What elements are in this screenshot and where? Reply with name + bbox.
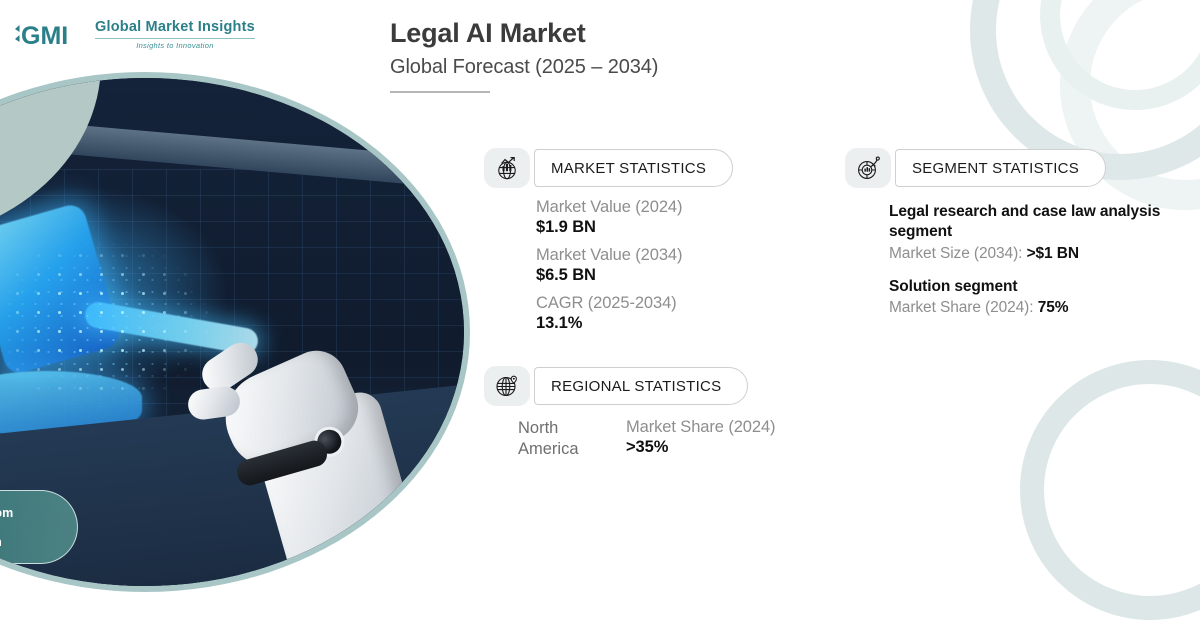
segment-statistics-panel: SEGMENT STATISTICS Legal research and ca… [845, 148, 1200, 317]
decorative-ring-bottom-right [1020, 360, 1200, 620]
contact-badge[interactable]: sales@gminsights.com www.gminsights.com [0, 490, 78, 564]
gmi-logo-mark: GMI [12, 21, 88, 49]
segment-metric: Market Size (2034): >$1 BN [889, 245, 1200, 263]
title-underline-rule [390, 91, 490, 93]
region-name: North America [518, 419, 579, 458]
regional-statistics-label: REGIONAL STATISTICS [534, 367, 749, 405]
stat-label: Market Value (2024) [536, 198, 683, 216]
segment-name: Solution segment [889, 277, 1018, 295]
market-statistics-panel: MARKET STATISTICS Market Value (2024) $1… [484, 148, 734, 333]
segment-metric-value: 75% [1037, 299, 1069, 317]
contact-website-row[interactable]: www.gminsights.com [0, 530, 77, 553]
segment-statistics-header: SEGMENT STATISTICS [845, 148, 1200, 188]
stat-label: CAGR (2025-2034) [536, 294, 677, 312]
page-title: Legal AI Market [390, 18, 586, 48]
brand-logo[interactable]: GMI Global Market Insights Insights to I… [12, 20, 255, 49]
globe-pin-icon [484, 366, 530, 406]
stat-value: 13.1% [536, 314, 583, 332]
segment-metric-label: Market Size (2034): [889, 244, 1023, 262]
stat-value: >35% [626, 438, 669, 456]
market-statistics-body: Market Value (2024) $1.9 BN Market Value… [484, 198, 733, 333]
segment-metric-value: >$1 BN [1026, 244, 1079, 262]
svg-text:GMI: GMI [21, 22, 68, 49]
segment-metric-label: Market Share (2024): [889, 299, 1034, 317]
segment-statistics-label: SEGMENT STATISTICS [895, 149, 1107, 187]
brand-wordmark: Global Market Insights Insights to Innov… [95, 20, 255, 49]
regional-statistics-body: North America Market Share (2024) >35% [484, 418, 776, 459]
page-subtitle: Global Forecast (2025 – 2034) [390, 56, 659, 78]
pie-target-arrow-icon [845, 148, 891, 188]
region-stat: Market Share (2024) >35% [626, 418, 776, 459]
segment-metric: Market Share (2024): 75% [889, 299, 1200, 317]
contact-website-text: www.gminsights.com [0, 535, 2, 549]
stat-block: Market Value (2034) $6.5 BN [536, 246, 733, 285]
globe-chart-icon [484, 148, 530, 188]
stat-block: Market Value (2024) $1.9 BN [536, 198, 733, 237]
stat-value: $1.9 BN [536, 218, 596, 236]
brand-name: Global Market Insights [95, 20, 255, 39]
market-statistics-label: MARKET STATISTICS [534, 149, 734, 187]
regional-statistics-panel: REGIONAL STATISTICS North America Market… [484, 366, 776, 459]
contact-email-row[interactable]: sales@gminsights.com [0, 501, 77, 524]
stat-value: $6.5 BN [536, 266, 596, 284]
market-statistics-header: MARKET STATISTICS [484, 148, 734, 188]
segment-group: Legal research and case law analysis seg… [889, 202, 1200, 263]
stat-label: Market Share (2024) [626, 418, 776, 436]
robot-arm-icon [186, 310, 424, 586]
stat-label: Market Value (2034) [536, 246, 683, 264]
segment-group: Solution segment Market Share (2024): 75… [889, 277, 1200, 318]
segment-statistics-body: Legal research and case law analysis seg… [845, 202, 1200, 317]
hero-artwork: sales@gminsights.com www.gminsights.com [0, 72, 470, 592]
contact-email-text: sales@gminsights.com [0, 505, 14, 520]
regional-statistics-header: REGIONAL STATISTICS [484, 366, 775, 406]
stat-block: CAGR (2025-2034) 13.1% [536, 294, 733, 333]
brand-tagline: Insights to Innovation [136, 40, 214, 50]
segment-name: Legal research and case law analysis seg… [889, 203, 1161, 240]
page-header: Legal AI Market Global Forecast (2025 – … [390, 18, 658, 93]
